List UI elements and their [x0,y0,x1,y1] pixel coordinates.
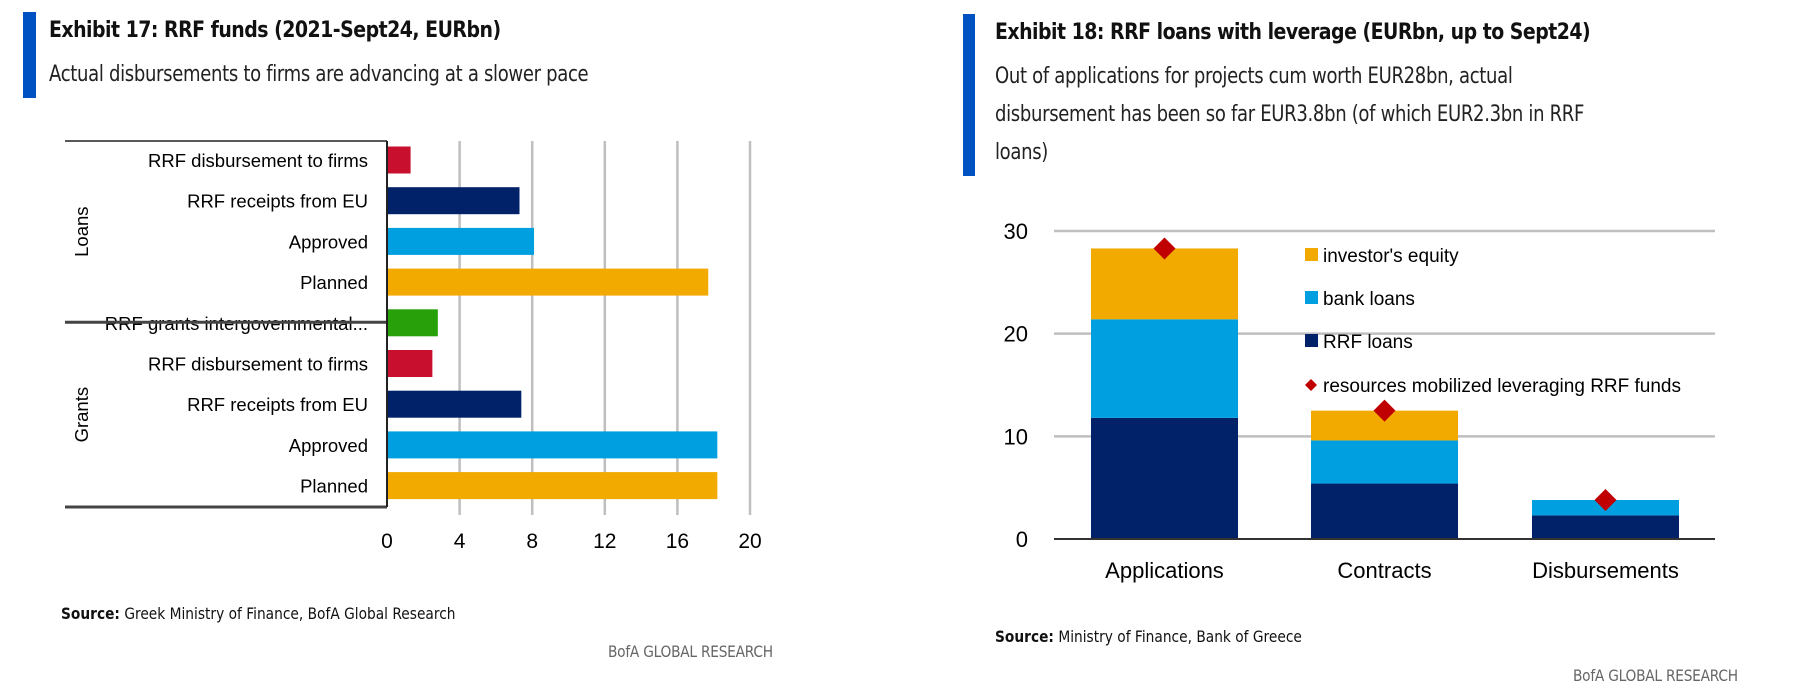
exhibit-17-accent-bar [23,12,36,98]
exhibit-18-accent-bar [963,14,975,176]
bar-category-label: RRF disbursement to firms [148,354,368,375]
exhibit-18-title: Exhibit 18: RRF loans with leverage (EUR… [995,20,1591,45]
legend-label: bank loans [1323,289,1415,310]
source-text: Greek Ministry of Finance, BofA Global R… [124,604,456,623]
bar [387,227,535,255]
stacked-bar-segment [1091,417,1238,539]
stacked-bar-segment [1532,515,1679,539]
legend-item: RRF loans [1305,332,1413,353]
x-category-label: Applications [1105,558,1224,583]
bar-category-label: Approved [289,435,368,456]
exhibit-18-source: Source: Ministry of Finance, Bank of Gre… [995,627,1302,646]
exhibit-18-brand: BofA GLOBAL RESEARCH [1573,666,1738,685]
legend-item: investor's equity [1305,246,1459,267]
exhibit-18-subtitle: Out of applications for projects cum wor… [995,58,1584,172]
exhibit-17-source: Source: Greek Ministry of Finance, BofA … [61,604,455,623]
bar-category-label: RRF receipts from EU [187,394,368,415]
exhibit-18-subtitle-line: disbursement has been so far EUR3.8bn (o… [995,102,1585,127]
source-text: Ministry of Finance, Bank of Greece [1058,627,1302,646]
exhibit-18-subtitle-line: loans) [995,140,1049,165]
x-tick-label: 8 [526,530,538,553]
legend-swatch [1305,334,1318,347]
stacked-bar-segment [1311,440,1458,484]
x-category-label: Contracts [1337,558,1431,583]
y-tick-label: 10 [1004,424,1028,449]
bar [387,390,522,418]
group-label-grants: Grants [71,387,92,443]
bar-category-label: Planned [300,272,368,293]
bar [387,187,520,215]
bar [387,309,438,337]
bar-category-label: RRF disbursement to firms [148,150,368,171]
legend-diamond [1305,379,1317,391]
bar-category-label: Planned [300,476,368,497]
legend-label: investor's equity [1323,246,1459,267]
y-tick-label: 30 [1004,219,1028,244]
exhibit-17-subtitle: Actual disbursements to firms are advanc… [49,62,589,87]
bar [387,472,718,500]
y-tick-label: 0 [1016,527,1028,552]
stacked-bar-segment [1091,319,1238,418]
exhibit-17-title: Exhibit 17: RRF funds (2021-Sept24, EURb… [49,18,501,43]
x-tick-label: 12 [593,530,616,553]
group-label-loans: Loans [71,206,92,256]
stacked-bar-segment [1091,248,1238,320]
x-tick-label: 0 [381,530,393,553]
marker-diamond [1153,237,1176,260]
bar-category-label: RRF receipts from EU [187,191,368,212]
bar-category-label: Approved [289,231,368,252]
exhibit-18-subtitle-line: Out of applications for projects cum wor… [995,64,1513,89]
exhibit-17-brand: BofA GLOBAL RESEARCH [608,642,773,661]
x-tick-label: 4 [454,530,466,553]
x-tick-label: 16 [666,530,689,553]
legend-item: bank loans [1305,289,1415,310]
legend-item: resources mobilized leveraging RRF funds [1305,376,1681,397]
marker-diamond [1373,399,1396,422]
source-label: Source: [995,627,1054,646]
bar [387,350,433,377]
legend-swatch [1305,248,1318,261]
bar [387,146,411,174]
marker-diamond [1594,488,1617,511]
source-label: Source: [61,604,120,623]
exhibit-18-chart: 0 10 20 30 Applications Contracts Disbursement… [1004,219,1715,583]
stacked-bar-segment [1311,483,1458,539]
legend-label: RRF loans [1323,332,1413,353]
bar [387,431,718,459]
x-category-label: Disbursements [1532,558,1679,583]
y-tick-label: 20 [1004,322,1028,347]
bar [387,268,709,296]
legend-label: resources mobilized leveraging RRF funds [1323,376,1681,397]
legend-swatch [1305,291,1318,304]
exhibit-17-chart: 0 4 8 12 16 20 RRF disbursement to firms RRF re… [65,140,762,553]
x-tick-label: 20 [738,530,761,553]
